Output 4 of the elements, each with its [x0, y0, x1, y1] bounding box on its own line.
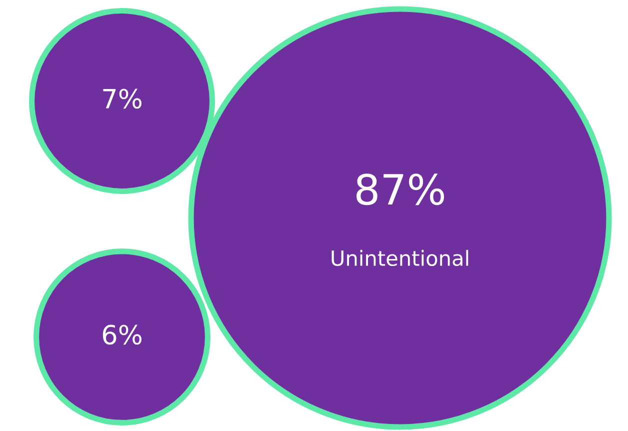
data-label: 6% — [102, 324, 142, 345]
data-label: 7% — [103, 88, 142, 109]
category-label: Unintentional — [332, 250, 468, 266]
data-label: 87% — [356, 174, 444, 206]
